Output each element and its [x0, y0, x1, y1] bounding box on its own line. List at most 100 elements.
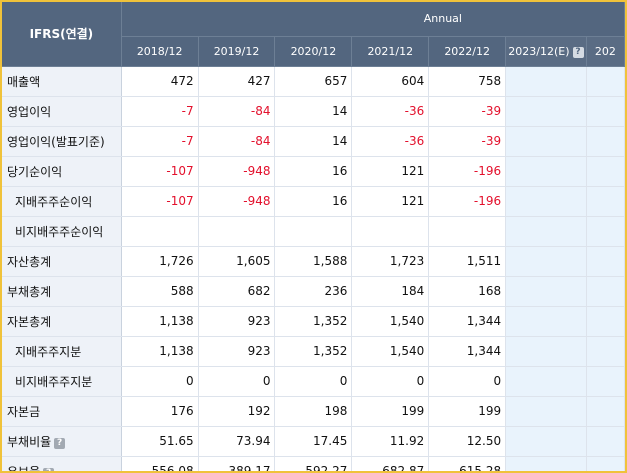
estimate-cell — [505, 336, 587, 367]
row-label: 유보율? — [2, 456, 122, 471]
value-cell: 758 — [428, 66, 507, 97]
estimate-cell — [505, 456, 587, 471]
question-icon[interactable]: ? — [54, 437, 66, 449]
value-cell: -948 — [198, 186, 276, 217]
value-cell: -7 — [121, 96, 199, 127]
table-row: 자본총계 1,138 923 1,352 1,540 1,344 — [2, 306, 625, 337]
value-cell: 1,605 — [198, 246, 276, 277]
value-cell: 168 — [428, 276, 507, 307]
estimate-cell — [505, 246, 587, 277]
value-cell: -948 — [198, 156, 276, 187]
ifrs-header: IFRS(연결) — [2, 2, 122, 67]
estimate-cell — [505, 186, 587, 217]
value-cell: 0 — [351, 366, 430, 397]
value-cell: 1,138 — [121, 336, 199, 367]
value-cell: 1,726 — [121, 246, 199, 277]
value-cell: -39 — [428, 96, 507, 127]
value-cell: 1,138 — [121, 306, 199, 337]
value-cell: -39 — [428, 126, 507, 157]
value-cell: 472 — [121, 66, 199, 97]
value-cell: 682 — [198, 276, 276, 307]
value-cell: 51.65 — [121, 426, 199, 457]
value-cell — [274, 216, 353, 247]
financial-table-body: 매출액 472 427 657 604 758 영업이익 -7 -84 14 -36 -39 영업이익(… — [2, 66, 625, 471]
question-icon[interactable]: ? — [43, 467, 55, 471]
row-label-text: 자본금 — [7, 404, 41, 419]
estimate-cell — [586, 246, 625, 277]
year-header: 2019/12 — [198, 36, 276, 67]
table-row: 부채총계 588 682 236 184 168 — [2, 276, 625, 307]
estimate-cell — [505, 96, 587, 127]
row-label: 당기순이익 — [2, 156, 122, 187]
value-cell: 657 — [274, 66, 353, 97]
row-label: 매출액 — [2, 66, 122, 97]
value-cell: 389.17 — [198, 456, 276, 471]
row-label: 영업이익(발표기준) — [2, 126, 122, 157]
value-cell: -7 — [121, 126, 199, 157]
value-cell: 1,344 — [428, 306, 507, 337]
estimate-cell — [586, 156, 625, 187]
estimate-cell — [505, 396, 587, 427]
value-cell: 16 — [274, 156, 353, 187]
row-label: 부채총계 — [2, 276, 122, 307]
value-cell: 615.28 — [428, 456, 507, 471]
estimate-cell — [586, 426, 625, 457]
estimate-cell — [586, 366, 625, 397]
row-label: 비지배주주지분 — [2, 366, 122, 397]
value-cell: 556.08 — [121, 456, 199, 471]
value-cell: 682.87 — [351, 456, 430, 471]
value-cell: 11.92 — [351, 426, 430, 457]
value-cell: -84 — [198, 126, 276, 157]
table-row: 매출액 472 427 657 604 758 — [2, 66, 625, 97]
estimate-year-label: 2023/12(E) — [508, 44, 570, 58]
table-row: 지배주주순이익 -107 -948 16 121 -196 — [2, 186, 625, 217]
estimate-cell — [586, 276, 625, 307]
estimate-cell — [586, 336, 625, 367]
estimate-cell — [586, 216, 625, 247]
table-row: 자산총계 1,726 1,605 1,588 1,723 1,511 — [2, 246, 625, 277]
row-label: 자본금 — [2, 396, 122, 427]
value-cell: -107 — [121, 156, 199, 187]
table-row: 당기순이익 -107 -948 16 121 -196 — [2, 156, 625, 187]
row-label-text: 당기순이익 — [7, 164, 63, 179]
estimate-cell — [586, 456, 625, 471]
row-label: 지배주주지분 — [2, 336, 122, 367]
value-cell: 121 — [351, 156, 430, 187]
value-cell: 427 — [198, 66, 276, 97]
year-header: 2022/12 — [428, 36, 507, 67]
row-label: 부채비율? — [2, 426, 122, 457]
row-label-text: 지배주주순이익 — [15, 194, 93, 209]
value-cell: 1,723 — [351, 246, 430, 277]
value-cell — [198, 216, 276, 247]
value-cell: 1,540 — [351, 336, 430, 367]
estimate-cell — [505, 156, 587, 187]
value-cell: 1,588 — [274, 246, 353, 277]
value-cell: 121 — [351, 186, 430, 217]
estimate-cell — [505, 366, 587, 397]
table-row: 영업이익 -7 -84 14 -36 -39 — [2, 96, 625, 127]
row-label-text: 비지배주주순이익 — [15, 224, 104, 239]
value-cell: 16 — [274, 186, 353, 217]
estimate-cell — [505, 66, 587, 97]
row-label: 비지배주주순이익 — [2, 216, 122, 247]
value-cell: -196 — [428, 156, 507, 187]
table-row: 비지배주주지분 0 0 0 0 0 — [2, 366, 625, 397]
question-icon[interactable]: ? — [572, 46, 584, 58]
estimate-year-header: 2023/12(E)? — [505, 36, 587, 67]
table-row: 영업이익(발표기준) -7 -84 14 -36 -39 — [2, 126, 625, 157]
row-label: 영업이익 — [2, 96, 122, 127]
value-cell: 923 — [198, 336, 276, 367]
estimate-cell — [586, 396, 625, 427]
estimate-cell — [505, 276, 587, 307]
value-cell: 588 — [121, 276, 199, 307]
value-cell: -196 — [428, 186, 507, 217]
estimate-cell — [505, 126, 587, 157]
value-cell: -84 — [198, 96, 276, 127]
value-cell — [351, 216, 430, 247]
estimate-cell — [505, 426, 587, 457]
value-cell: 0 — [121, 366, 199, 397]
value-cell: -107 — [121, 186, 199, 217]
estimate-cell — [586, 96, 625, 127]
